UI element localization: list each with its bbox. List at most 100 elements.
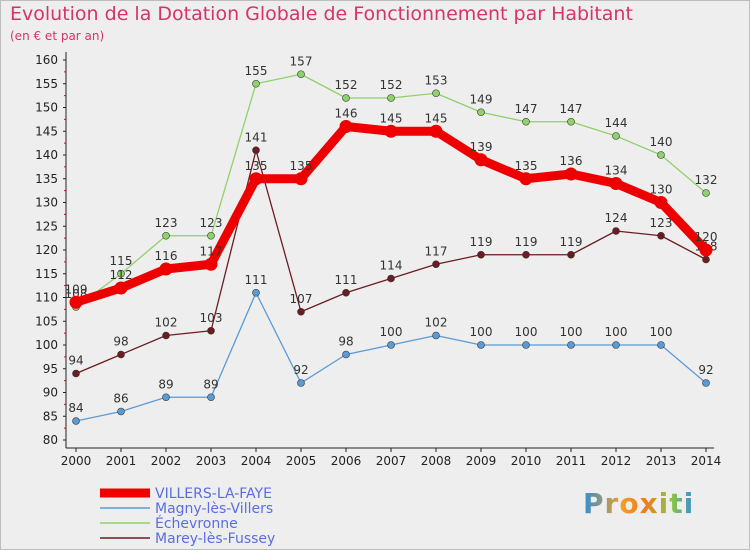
data-point (702, 189, 710, 197)
data-label: 86 (113, 392, 128, 406)
legend-item-marey: Marey-lès-Fussey (100, 531, 275, 547)
data-label: 100 (515, 325, 538, 339)
data-point (387, 341, 395, 349)
y-tick-label: 100 (35, 338, 58, 352)
y-tick-label: 85 (43, 409, 58, 423)
data-label: 145 (425, 111, 448, 125)
data-point (297, 70, 305, 79)
data-label: 153 (425, 73, 448, 87)
legend-swatch (100, 522, 150, 524)
y-tick-label: 160 (35, 53, 58, 67)
data-label: 141 (245, 130, 268, 144)
data-label: 132 (695, 173, 718, 187)
data-label: 135 (290, 159, 313, 173)
data-label: 135 (245, 159, 268, 173)
data-label: 147 (515, 102, 538, 116)
data-point (342, 350, 350, 359)
data-label: 117 (425, 244, 448, 258)
data-point (612, 132, 620, 140)
y-tick-label: 80 (43, 433, 58, 447)
data-point (429, 124, 443, 138)
y-tick-label: 150 (35, 101, 58, 115)
data-point (249, 172, 263, 186)
data-point (702, 379, 710, 387)
data-label: 115 (110, 254, 133, 268)
y-tick-label: 105 (35, 314, 58, 328)
x-tick-label: 2014 (691, 454, 722, 468)
data-point (519, 172, 533, 186)
y-tick-label: 140 (35, 148, 58, 162)
data-point (162, 231, 170, 240)
data-point (432, 89, 440, 98)
y-tick-label: 130 (35, 196, 58, 210)
data-point (522, 117, 530, 126)
data-point (342, 288, 350, 297)
data-label: 100 (650, 325, 673, 339)
data-point (207, 393, 215, 402)
data-point (384, 124, 398, 138)
data-label: 112 (110, 268, 133, 282)
data-label: 119 (515, 235, 538, 249)
data-label: 111 (335, 273, 358, 287)
data-label: 124 (605, 211, 628, 225)
data-label: 89 (203, 377, 218, 391)
legend-label: Échevronne (155, 515, 238, 532)
data-point (69, 295, 83, 309)
x-tick-label: 2007 (376, 454, 407, 468)
data-label: 157 (290, 54, 313, 68)
data-point (702, 255, 710, 264)
y-tick-label: 145 (35, 124, 58, 138)
data-point (252, 79, 260, 88)
y-tick-label: 115 (35, 267, 58, 281)
data-point (297, 307, 305, 316)
data-label: 123 (155, 216, 178, 230)
data-label: 123 (650, 216, 673, 230)
data-point (387, 274, 395, 283)
x-tick-label: 2000 (61, 454, 92, 468)
y-tick-label: 155 (35, 77, 58, 91)
data-point (477, 108, 485, 117)
data-point (339, 120, 353, 133)
data-point (207, 326, 215, 335)
data-label: 92 (293, 363, 308, 377)
y-tick-label: 90 (43, 386, 58, 400)
data-label: 107 (290, 292, 313, 306)
x-tick-label: 2011 (556, 454, 587, 468)
data-label: 140 (650, 135, 673, 149)
y-tick-label: 125 (35, 219, 58, 233)
legend-item-echevronne: Échevronne (100, 515, 275, 532)
x-tick-label: 2013 (646, 454, 677, 468)
data-point (162, 393, 170, 402)
data-point (117, 407, 125, 416)
data-label: 152 (380, 78, 403, 92)
data-point (204, 257, 218, 271)
data-point (657, 151, 665, 159)
x-tick-label: 2008 (421, 454, 452, 468)
data-label: 84 (68, 401, 83, 415)
data-label: 98 (338, 335, 353, 349)
data-point (432, 331, 440, 340)
x-tick-label: 2002 (151, 454, 182, 468)
data-point (477, 341, 485, 349)
data-label: 145 (380, 111, 403, 125)
chart-subtitle: (en € et par an) (10, 29, 105, 43)
data-label: 100 (470, 325, 493, 339)
data-point (567, 250, 575, 259)
data-point (474, 153, 488, 167)
data-label: 102 (155, 316, 178, 330)
data-point (699, 243, 713, 257)
data-label: 89 (158, 377, 173, 391)
data-label: 123 (200, 216, 223, 230)
data-label: 100 (380, 325, 403, 339)
x-tick-label: 2006 (331, 454, 362, 468)
chart-title: Evolution de la Dotation Globale de Fonc… (10, 3, 633, 25)
data-label: 146 (335, 107, 358, 121)
legend-swatch (100, 488, 150, 498)
series-line-magny-l-s-villers (75, 292, 707, 422)
data-point (114, 281, 128, 295)
data-label: 149 (470, 92, 493, 106)
data-point (387, 94, 395, 102)
data-point (162, 331, 170, 340)
